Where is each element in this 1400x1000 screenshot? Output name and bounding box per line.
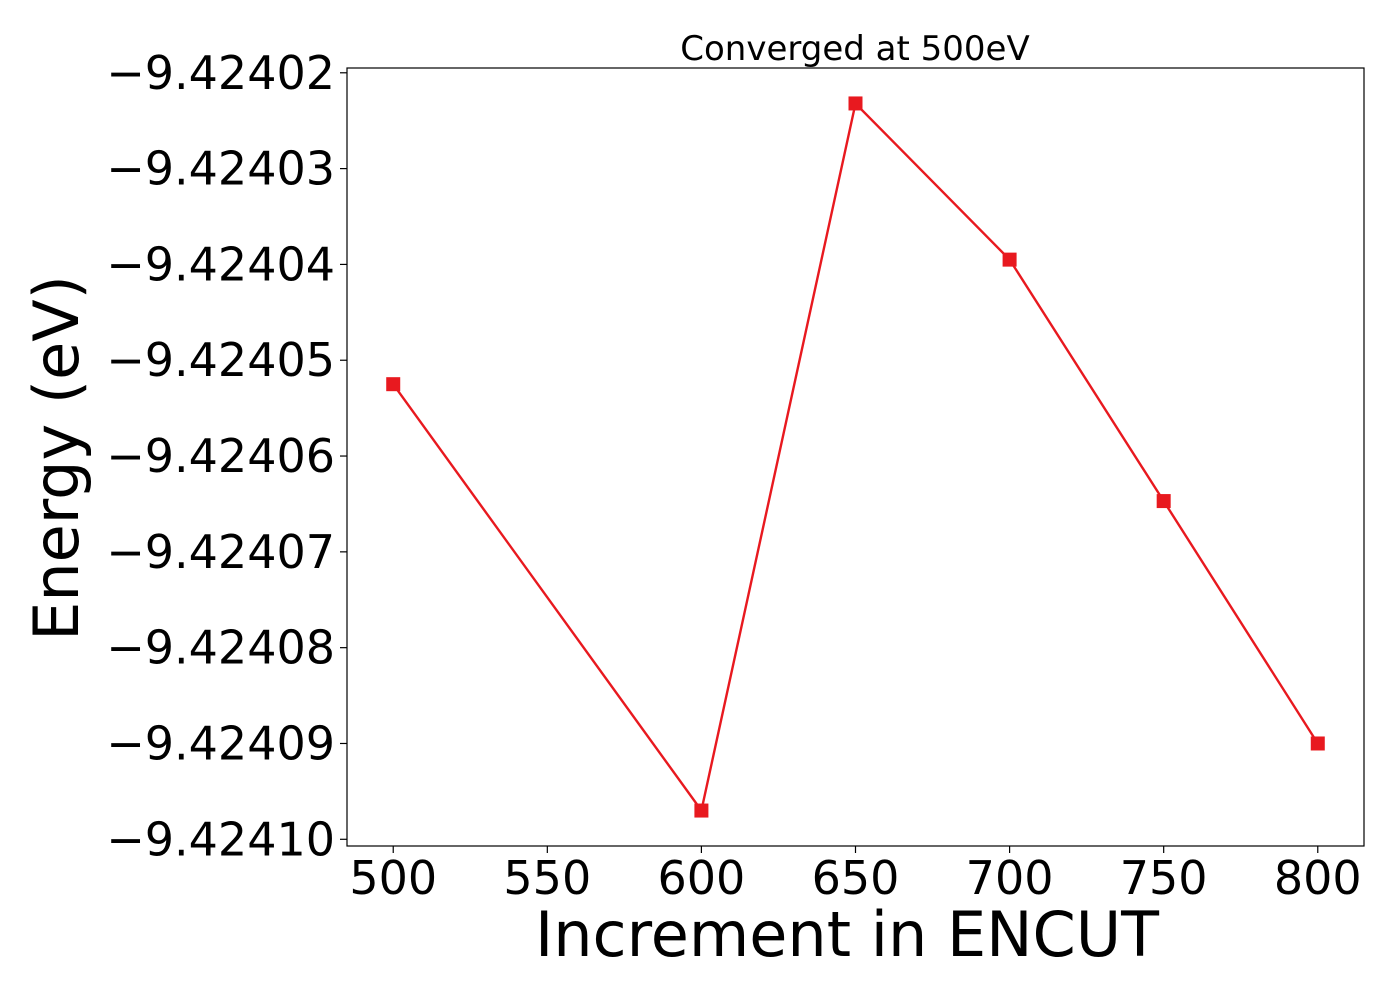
x-tick-label: 800 — [1274, 851, 1362, 905]
y-axis: −9.42402 −9.42403 −9.42404 −9.42405 −9.42406… — [106, 46, 347, 866]
y-axis-title: Energy (eV) — [20, 275, 93, 641]
y-tick-label: −9.42405 — [106, 333, 335, 387]
y-tick-label: −9.42410 — [106, 812, 335, 866]
series-line — [392, 101, 1319, 814]
data-point-marker — [386, 377, 401, 392]
plot-area — [386, 96, 1325, 818]
x-axis-title: Increment in ENCUT — [535, 898, 1160, 971]
y-tick-label: −9.42408 — [106, 621, 335, 675]
x-tick-label: 750 — [1120, 851, 1208, 905]
data-point-marker — [694, 803, 709, 818]
x-axis: 500 550 600 650 700 750 800 — [349, 846, 1362, 905]
x-tick-label: 650 — [812, 851, 900, 905]
y-tick-label: −9.42402 — [106, 46, 335, 100]
x-tick-label: 500 — [349, 851, 437, 905]
x-tick-label: 700 — [966, 851, 1054, 905]
y-tick-label: −9.42404 — [106, 237, 335, 291]
x-tick-label: 600 — [658, 851, 746, 905]
y-tick-label: −9.42403 — [106, 142, 335, 196]
y-tick-label: −9.42406 — [106, 429, 335, 483]
data-point-marker — [1156, 494, 1171, 509]
plot-frame — [346, 67, 1365, 847]
x-tick-label: 550 — [503, 851, 591, 905]
y-tick-label: −9.42409 — [106, 716, 335, 770]
data-point-marker — [1310, 736, 1325, 751]
data-point-marker — [848, 96, 863, 111]
y-tick-label: −9.42407 — [106, 525, 335, 579]
chart-title: Converged at 500eV — [680, 29, 1029, 69]
data-point-marker — [1002, 252, 1017, 267]
